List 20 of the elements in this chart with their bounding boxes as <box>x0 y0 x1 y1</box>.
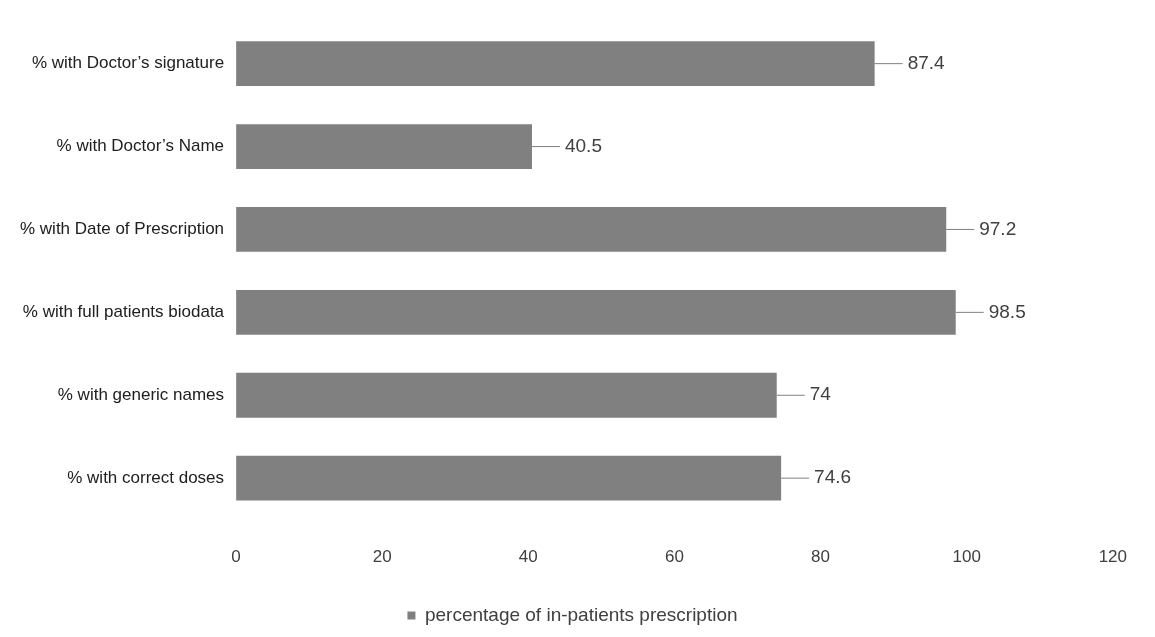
x-tick-label: 40 <box>518 547 538 567</box>
y-tick-label: % with Doctor’s Name <box>56 136 225 156</box>
data-label: 74 <box>809 383 832 405</box>
y-tick-label: % with correct doses <box>67 467 225 487</box>
data-label: 40.5 <box>564 134 602 156</box>
y-tick-label: % with generic names <box>57 384 225 404</box>
y-tick-label: % with full patients biodata <box>22 302 225 322</box>
y-tick-label: % with Date of Prescription <box>19 219 225 239</box>
data-label: 97.2 <box>979 217 1017 239</box>
y-tick-label: % with Doctor’s signature <box>31 53 225 73</box>
data-label: 87.4 <box>907 51 946 73</box>
x-tick-label: 120 <box>1098 547 1128 567</box>
data-label: 98.5 <box>988 300 1026 322</box>
x-tick-label: 80 <box>811 547 831 567</box>
x-tick-label: 60 <box>664 547 684 567</box>
x-tick-label: 0 <box>231 547 241 567</box>
x-tick-label: 20 <box>372 547 392 567</box>
legend-label: percentage of in-patients prescription <box>424 603 738 625</box>
x-tick-label: 100 <box>952 547 981 567</box>
data-label: 74.6 <box>814 466 852 488</box>
